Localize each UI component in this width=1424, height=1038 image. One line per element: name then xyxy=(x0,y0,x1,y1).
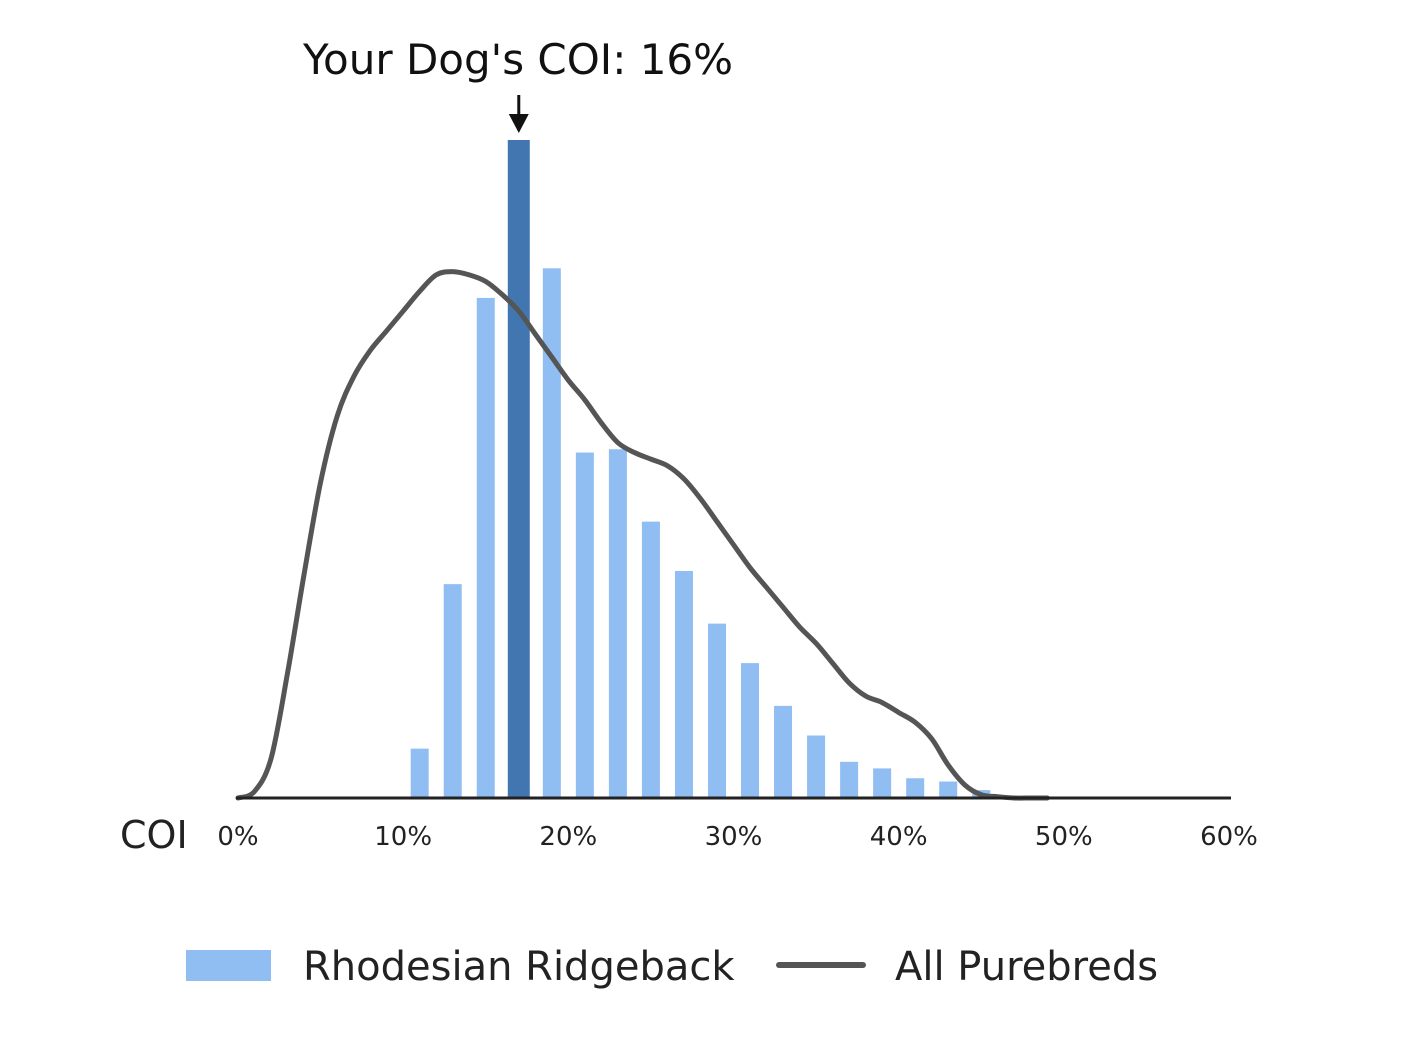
x-tick-label: 20% xyxy=(539,822,597,852)
bar xyxy=(608,449,627,798)
bar xyxy=(939,781,958,798)
bar xyxy=(674,570,693,798)
x-tick-label: 60% xyxy=(1200,822,1258,852)
bar xyxy=(774,705,793,798)
bar xyxy=(873,768,892,798)
bars-layer xyxy=(377,140,1090,798)
bar xyxy=(840,761,859,798)
annotation: Your Dog's COI: 16% xyxy=(302,35,733,133)
all-purebreds-line xyxy=(235,269,1050,801)
bar-highlighted xyxy=(507,140,530,798)
bar xyxy=(410,748,429,798)
bar xyxy=(741,663,760,798)
annotation-arrow-head xyxy=(508,114,529,133)
x-tick-label: 50% xyxy=(1035,822,1093,852)
bar xyxy=(575,452,594,798)
legend-swatch-bars xyxy=(186,950,271,981)
x-axis-title: COI xyxy=(120,813,188,857)
bar xyxy=(707,623,726,798)
bar xyxy=(443,584,462,798)
bar xyxy=(906,778,925,798)
bar xyxy=(476,297,495,798)
bar xyxy=(641,521,660,798)
x-tick-label: 30% xyxy=(705,822,763,852)
annotation-text: Your Dog's COI: 16% xyxy=(302,35,733,84)
bar xyxy=(542,268,561,798)
legend-label-line: All Purebreds xyxy=(895,944,1158,990)
bar xyxy=(807,735,826,798)
legend: Rhodesian Ridgeback All Purebreds xyxy=(186,944,1158,990)
x-tick-label: 0% xyxy=(217,822,258,852)
x-tick-labels: 0% 10% 20% 30% 40% 50% 60% xyxy=(217,822,1258,852)
x-tick-label: 10% xyxy=(374,822,432,852)
line-layer xyxy=(235,269,1050,801)
legend-label-bars: Rhodesian Ridgeback xyxy=(303,944,735,990)
x-tick-label: 40% xyxy=(870,822,928,852)
